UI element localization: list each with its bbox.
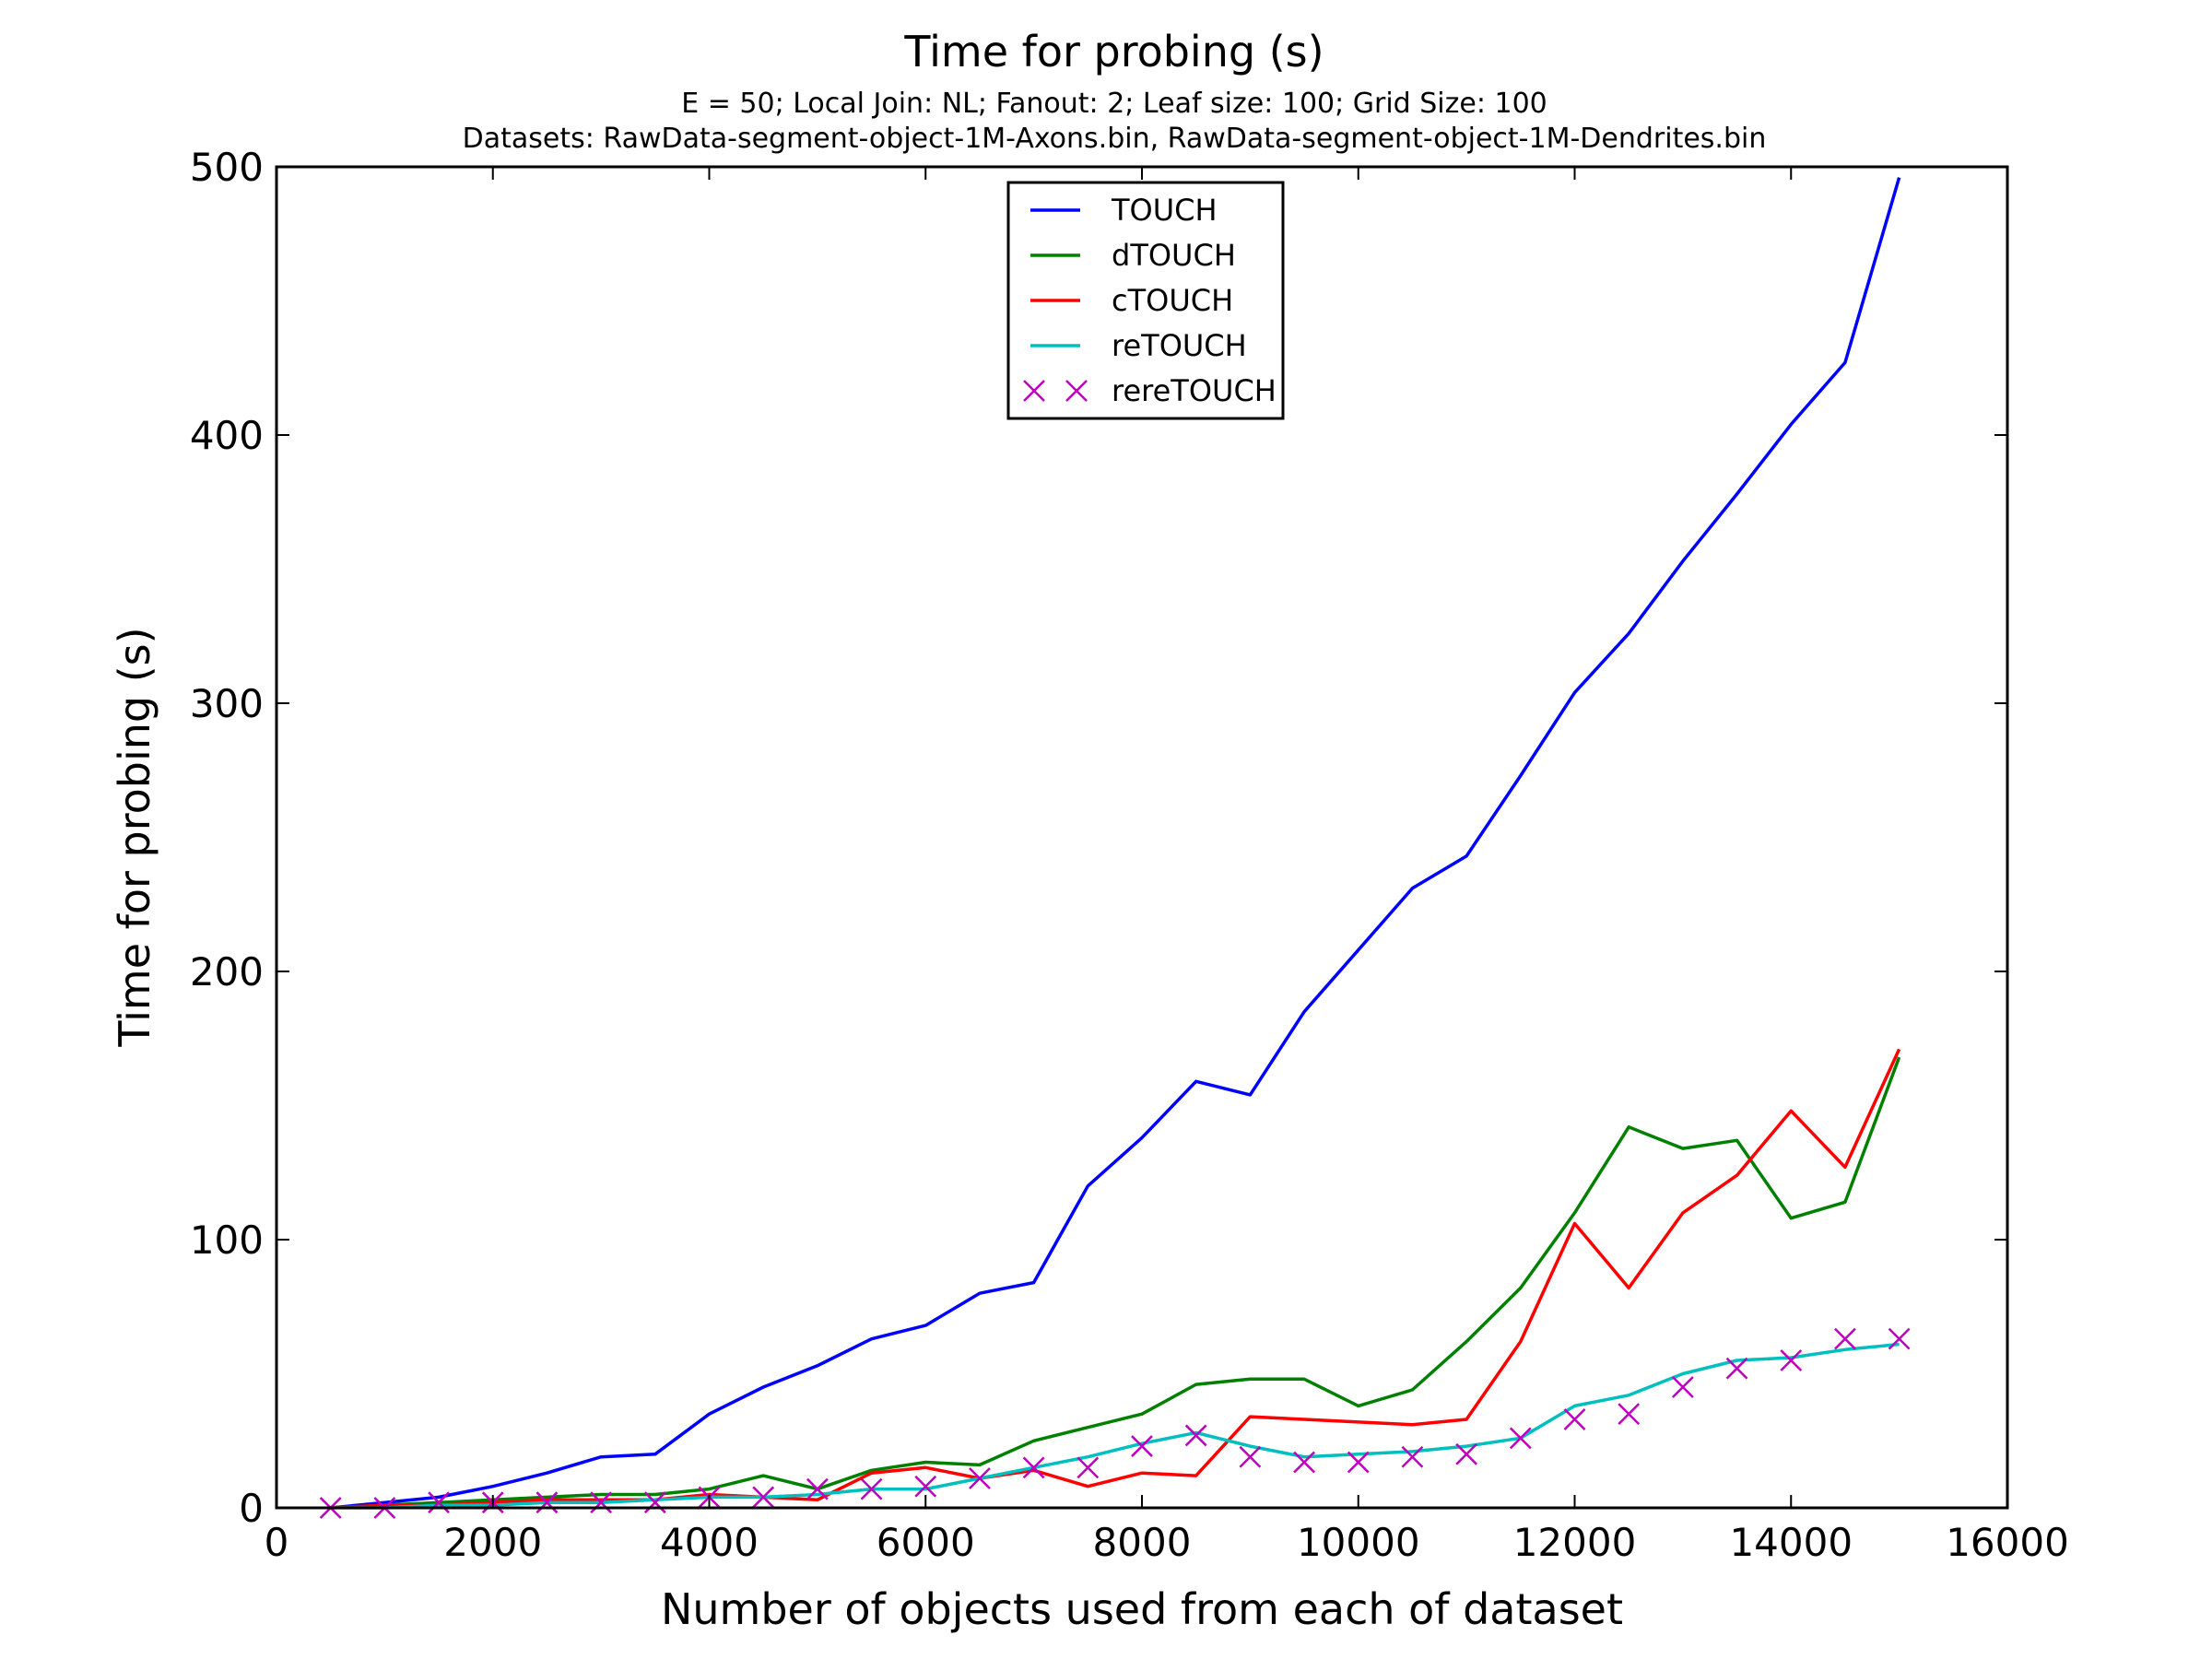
x-tick-label: 10000 (1297, 1520, 1420, 1565)
series-point-reretouch (1671, 1376, 1694, 1398)
legend: TOUCH dTOUCH cTOUCH reTOUCH rereTOUCH (1006, 181, 1285, 420)
chart-subtitle-line-1: E = 50; Local Join: NL; Fanout: 2; Leaf … (681, 88, 1547, 120)
series-point-reretouch (914, 1475, 937, 1498)
legend-label-reretouch: rereTOUCH (1112, 373, 1277, 408)
series-point-reretouch (643, 1491, 666, 1514)
series-point-reretouch (1401, 1445, 1424, 1468)
legend-swatch-reretouch (1065, 380, 1088, 402)
ticks-layer: 0 2000 4000 6000 8000 10000 12000 14000 16000 0 10… (190, 145, 2069, 1565)
series-point-reretouch (428, 1491, 450, 1514)
x-tick-label: 16000 (1946, 1520, 2069, 1565)
y-axis-label: Time for probing (s) (110, 627, 159, 1047)
series-point-reretouch (535, 1491, 559, 1514)
series-point-reretouch (1618, 1403, 1641, 1426)
series-point-reretouch (1509, 1427, 1532, 1450)
series-line-retouch (330, 1342, 1900, 1510)
series-retouch (330, 1342, 1900, 1510)
chart-subtitle-line-2: Datasets: RawData-segment-object-1M-Axon… (463, 123, 1767, 155)
series-point-reretouch (806, 1477, 829, 1500)
series-point-reretouch (590, 1491, 613, 1514)
y-tick-label: 200 (190, 949, 264, 994)
series-point-reretouch (752, 1486, 775, 1509)
series-point-reretouch (1131, 1435, 1153, 1457)
series-touch (330, 177, 1901, 1510)
chart-title: Time for probing (s) (903, 27, 1324, 76)
legend-label-ctouch: cTOUCH (1112, 283, 1233, 318)
x-tick-label: 14000 (1729, 1520, 1853, 1565)
series-point-reretouch (1077, 1456, 1100, 1479)
series-point-reretouch (1184, 1424, 1207, 1447)
series-reretouch (319, 1327, 1911, 1519)
y-tick-label: 100 (190, 1218, 264, 1263)
y-tick-label: 400 (190, 413, 264, 458)
legend-label-touch: TOUCH (1111, 193, 1218, 228)
series-layer (319, 177, 1911, 1519)
series-point-reretouch (1725, 1357, 1748, 1380)
y-tick-label: 300 (190, 681, 264, 726)
series-point-reretouch (1563, 1408, 1586, 1430)
y-tick-label: 0 (239, 1486, 264, 1531)
series-point-reretouch (1888, 1327, 1911, 1350)
legend-label-dtouch: dTOUCH (1112, 238, 1236, 273)
series-line-ctouch (330, 1048, 1901, 1510)
series-line-touch (330, 177, 1901, 1510)
x-tick-label: 12000 (1513, 1520, 1637, 1565)
series-point-reretouch (1347, 1451, 1370, 1474)
series-ctouch (330, 1048, 1901, 1510)
series-point-reretouch (969, 1467, 991, 1489)
x-tick-label: 0 (265, 1520, 289, 1565)
y-tick-label: 500 (190, 145, 264, 190)
series-point-reretouch (1834, 1327, 1856, 1350)
legend-label-retouch: reTOUCH (1112, 328, 1247, 363)
series-point-reretouch (860, 1477, 883, 1500)
x-tick-label: 4000 (660, 1520, 759, 1565)
series-point-reretouch (1239, 1445, 1262, 1468)
x-tick-label: 6000 (877, 1520, 975, 1565)
series-point-reretouch (1780, 1349, 1803, 1371)
x-tick-label: 2000 (443, 1520, 542, 1565)
x-tick-label: 8000 (1093, 1520, 1192, 1565)
series-point-reretouch (1293, 1451, 1315, 1474)
series-point-reretouch (1455, 1442, 1478, 1465)
x-axis-label: Number of objects used from each of data… (661, 1584, 1623, 1634)
series-point-reretouch (1022, 1456, 1045, 1479)
legend-swatch-reretouch (1023, 380, 1045, 402)
